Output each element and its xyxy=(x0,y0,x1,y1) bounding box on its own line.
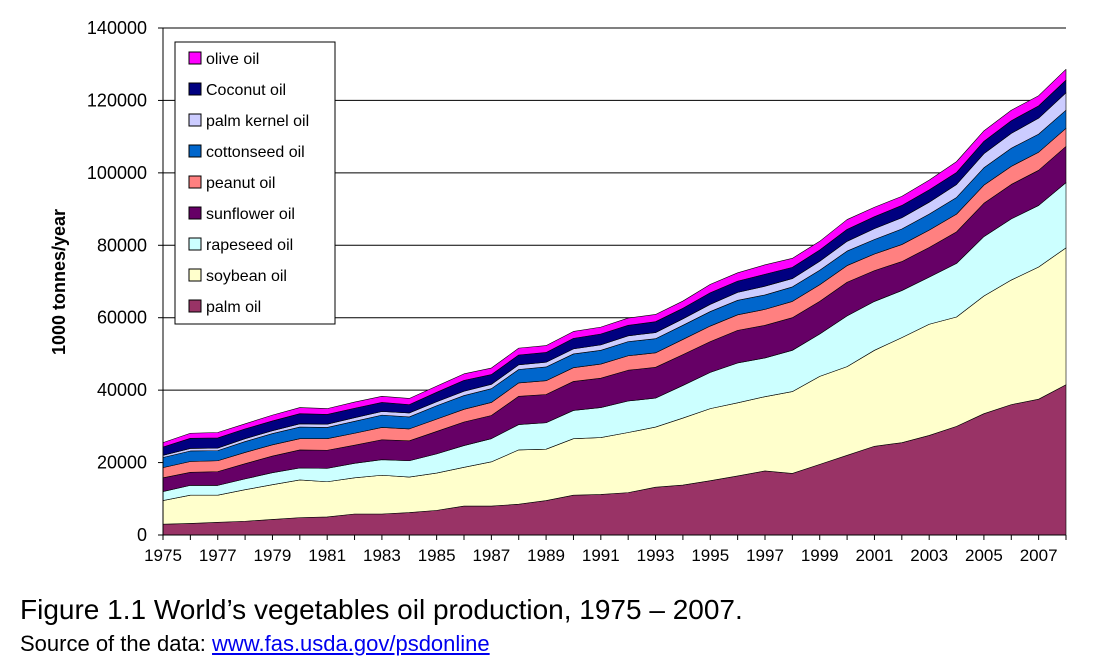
x-tick-label: 1987 xyxy=(472,546,510,565)
area-olive-oil xyxy=(162,68,1067,448)
y-tick-label: 120000 xyxy=(87,90,147,110)
legend-swatch xyxy=(188,237,202,251)
x-tick-label: 1993 xyxy=(637,546,675,565)
source-link[interactable]: www.fas.usda.gov/psdonline xyxy=(212,631,490,656)
legend-label: palm kernel oil xyxy=(206,113,309,130)
legend-swatch xyxy=(188,268,202,282)
legend-swatch xyxy=(188,175,202,189)
legend-swatch xyxy=(188,113,202,127)
stacked-area-chart: 020000400006000080000100000120000140000 … xyxy=(49,18,1067,565)
x-tick-label: 1991 xyxy=(582,546,620,565)
y-axis-label: 1000 tonnes/year xyxy=(49,209,69,355)
x-tick-label: 2001 xyxy=(856,546,894,565)
y-tick-label: 60000 xyxy=(97,308,147,328)
y-tick-label: 140000 xyxy=(87,18,147,38)
axes xyxy=(158,27,1067,540)
legend-swatch xyxy=(188,299,202,313)
x-tick-label: 1989 xyxy=(527,546,565,565)
legend-swatch xyxy=(188,144,202,158)
y-tick-labels: 0 20000 40000 60000 80000 100000 120000 140000 xyxy=(87,18,147,545)
y-tick-label: 0 xyxy=(137,525,147,545)
legend-label: sunflower oil xyxy=(206,206,295,223)
legend-label: olive oil xyxy=(206,51,259,68)
x-tick-label: 2005 xyxy=(965,546,1003,565)
x-tick-label: 1977 xyxy=(199,546,237,565)
legend-label: soybean oil xyxy=(206,268,287,285)
x-tick-label: 1997 xyxy=(746,546,784,565)
source-prefix: Source of the data: xyxy=(20,631,213,656)
x-tick-label: 1975 xyxy=(144,546,182,565)
x-tick-label: 2003 xyxy=(910,546,948,565)
legend-swatch xyxy=(188,51,202,65)
legend-label: rapeseed oil xyxy=(206,237,293,254)
legend-label: Coconut oil xyxy=(206,82,286,99)
legend-box xyxy=(174,41,336,325)
x-tick-label: 1981 xyxy=(308,546,346,565)
x-tick-label: 2007 xyxy=(1020,546,1058,565)
y-tick-label: 20000 xyxy=(97,453,147,473)
x-tick-label: 1983 xyxy=(363,546,401,565)
x-tick-labels: 1975 1977 1979 1981 1983 1985 1987 1989 1991 1993… xyxy=(144,546,1057,565)
source-line: Source of the data: www.fas.usda.gov/psd… xyxy=(20,630,490,658)
legend-label: peanut oil xyxy=(206,175,275,192)
legend-swatch xyxy=(188,206,202,220)
x-tick-label: 1999 xyxy=(801,546,839,565)
y-tick-label: 80000 xyxy=(97,235,147,255)
legend: olive oil Coconut oil palm kernel oil cotto… xyxy=(174,41,336,325)
y-tick-label: 100000 xyxy=(87,163,147,183)
legend-label: palm oil xyxy=(206,299,261,316)
x-tick-label: 1979 xyxy=(254,546,292,565)
figure-caption: Figure 1.1 World’s vegetables oil produc… xyxy=(20,594,743,625)
legend-label: cottonseed oil xyxy=(206,144,305,161)
y-tick-label: 40000 xyxy=(97,380,147,400)
legend-swatch xyxy=(188,82,202,96)
x-tick-label: 1985 xyxy=(418,546,456,565)
area-series xyxy=(162,68,1067,536)
x-tick-label: 1995 xyxy=(691,546,729,565)
